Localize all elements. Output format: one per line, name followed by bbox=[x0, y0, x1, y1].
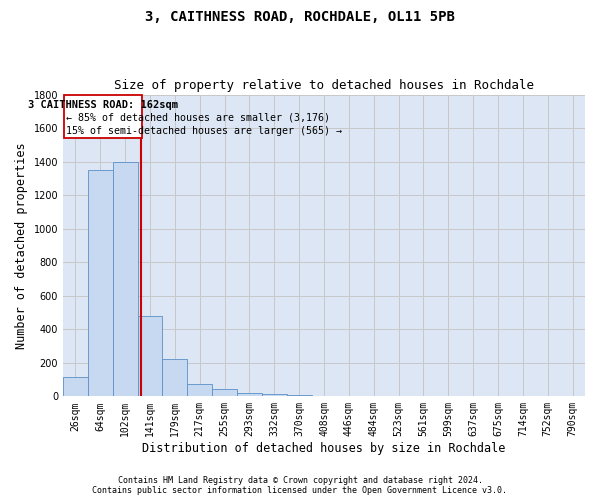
Text: 3 CAITHNESS ROAD: 162sqm: 3 CAITHNESS ROAD: 162sqm bbox=[28, 100, 178, 110]
Bar bbox=[137, 316, 163, 396]
Bar bbox=[187, 384, 212, 396]
Bar bbox=[113, 162, 137, 396]
Bar bbox=[212, 390, 237, 396]
Bar bbox=[163, 358, 187, 397]
Text: ← 85% of detached houses are smaller (3,176): ← 85% of detached houses are smaller (3,… bbox=[66, 113, 330, 123]
Text: 3, CAITHNESS ROAD, ROCHDALE, OL11 5PB: 3, CAITHNESS ROAD, ROCHDALE, OL11 5PB bbox=[145, 10, 455, 24]
Y-axis label: Number of detached properties: Number of detached properties bbox=[15, 142, 28, 349]
Bar bbox=[287, 395, 311, 396]
X-axis label: Distribution of detached houses by size in Rochdale: Distribution of detached houses by size … bbox=[142, 442, 506, 455]
Bar bbox=[262, 394, 287, 396]
FancyBboxPatch shape bbox=[64, 96, 142, 138]
Bar bbox=[63, 377, 88, 396]
Bar bbox=[237, 392, 262, 396]
Text: 15% of semi-detached houses are larger (565) →: 15% of semi-detached houses are larger (… bbox=[66, 126, 342, 136]
Title: Size of property relative to detached houses in Rochdale: Size of property relative to detached ho… bbox=[114, 79, 534, 92]
Bar bbox=[88, 170, 113, 396]
Text: Contains HM Land Registry data © Crown copyright and database right 2024.
Contai: Contains HM Land Registry data © Crown c… bbox=[92, 476, 508, 495]
